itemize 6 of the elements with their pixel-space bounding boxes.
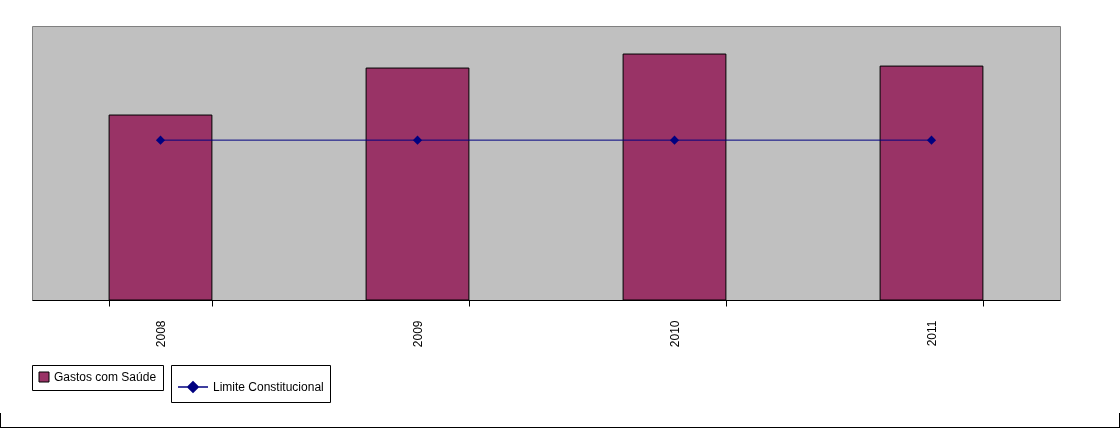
- legend-label: Limite Constitucional: [213, 380, 324, 394]
- x-tick-label: 2010: [668, 320, 682, 348]
- x-tick-label: 2008: [154, 320, 168, 348]
- x-tick-label: 2009: [411, 320, 425, 348]
- legend-label: Gastos com Saúde: [54, 370, 157, 384]
- x-tick-label: 2011: [925, 320, 939, 347]
